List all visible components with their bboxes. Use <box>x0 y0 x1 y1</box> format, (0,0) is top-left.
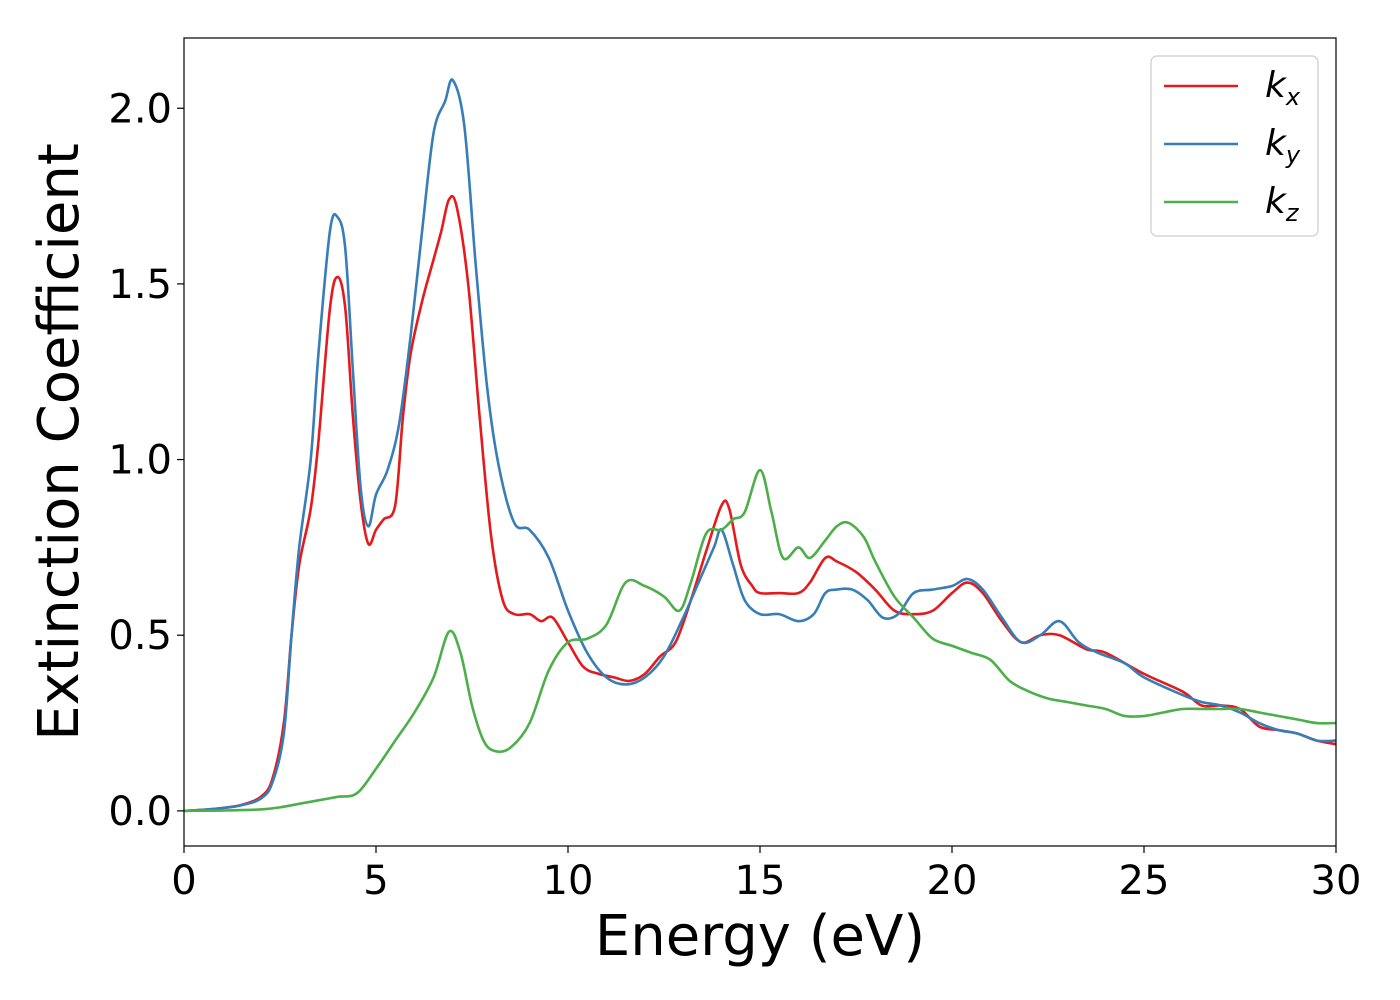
series-line-z <box>184 468 1336 813</box>
x-axis: 0 5 10 15 20 25 30 <box>171 846 1361 904</box>
y-tick-label: 1.5 <box>108 262 172 308</box>
x-tick-label: 0 <box>171 858 196 904</box>
legend-label-y: ky <box>1265 123 1301 169</box>
legend-label-z: kz <box>1265 181 1300 227</box>
x-tick-label: 5 <box>363 858 388 904</box>
y-axis-title: Extinction Coefficient <box>27 143 92 741</box>
plot-lines <box>184 78 1336 813</box>
x-tick-label: 15 <box>735 858 786 904</box>
y-tick-label: 0.0 <box>108 789 172 835</box>
series-line-y <box>184 78 1336 813</box>
x-tick-label: 10 <box>543 858 594 904</box>
y-axis: 0.0 0.5 1.0 1.5 2.0 <box>108 86 184 835</box>
x-tick-label: 20 <box>927 858 978 904</box>
legend-label-x: kx <box>1265 65 1301 111</box>
x-tick-label: 25 <box>1119 858 1170 904</box>
y-tick-label: 0.5 <box>108 613 172 659</box>
x-tick-label: 30 <box>1311 858 1362 904</box>
y-tick-label: 1.0 <box>108 438 172 484</box>
x-axis-title: Energy (eV) <box>595 904 925 969</box>
legend-box <box>1150 55 1319 237</box>
y-tick-label: 2.0 <box>108 86 172 132</box>
legend: kx ky kz <box>1150 55 1319 237</box>
